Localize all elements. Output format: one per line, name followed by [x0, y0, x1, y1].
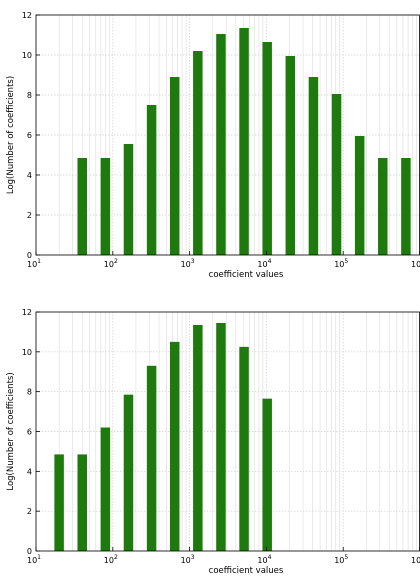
y-tick-label: 2 — [27, 211, 32, 220]
bar — [354, 136, 365, 255]
bar — [100, 158, 111, 255]
y-tick-label: 6 — [27, 428, 32, 437]
bar — [169, 77, 180, 255]
bar — [77, 454, 87, 551]
y-tick-label: 8 — [27, 91, 32, 100]
bar — [331, 94, 342, 255]
x-tick-label: 103 — [181, 258, 195, 269]
x-tick-label: 106 — [411, 554, 420, 565]
y-tick-label: 12 — [22, 308, 32, 317]
bar — [123, 144, 134, 255]
bar — [216, 34, 226, 255]
bar — [146, 105, 157, 255]
bar — [239, 28, 249, 255]
x-tick-label: 103 — [181, 554, 195, 565]
bar — [100, 427, 111, 551]
y-tick-label: 0 — [27, 547, 32, 556]
x-tick-label: 105 — [334, 554, 348, 565]
y-tick-label: 8 — [27, 388, 32, 397]
chart-panel-bottom: 0 2 4 6 8 10 12 101 102 103 104 105 106 coefficient v… — [6, 308, 420, 576]
x-tick-label: 105 — [334, 258, 348, 269]
bar — [308, 77, 319, 255]
bar — [401, 158, 411, 255]
bar — [146, 365, 157, 551]
x-tick-label: 104 — [257, 554, 271, 565]
x-tick-label: 104 — [257, 258, 271, 269]
y-tick-label: 12 — [22, 11, 32, 20]
y-tick-label: 6 — [27, 131, 32, 140]
bar — [54, 454, 64, 551]
bar — [193, 324, 203, 551]
bar — [216, 322, 226, 551]
x-tick-label: 106 — [411, 258, 420, 269]
bar — [77, 158, 87, 255]
bar — [239, 346, 249, 551]
chart-panel-top: 0 2 4 6 8 10 12 101 102 103 104 105 106 coefficient v… — [6, 11, 420, 280]
x-tick-label: 101 — [27, 554, 41, 565]
x-axis-label: coefficient values — [209, 566, 284, 576]
x-axis-label: coefficient values — [209, 270, 284, 280]
y-tick-label: 2 — [27, 507, 32, 516]
bar — [262, 398, 272, 551]
y-axis-label: Log(Number of coefficients) — [6, 76, 16, 194]
y-tick-label: 4 — [27, 171, 32, 180]
y-tick-label: 10 — [22, 348, 32, 357]
bar — [169, 341, 180, 551]
bar — [123, 394, 134, 551]
y-tick-label: 0 — [27, 251, 32, 260]
bar — [193, 51, 203, 255]
x-tick-label: 102 — [104, 554, 118, 565]
y-axis-label: Log(Number of coefficients) — [6, 372, 16, 490]
y-tick-label: 10 — [22, 51, 32, 60]
x-tick-label: 101 — [27, 258, 41, 269]
bar — [378, 158, 388, 255]
x-tick-label: 102 — [104, 258, 118, 269]
y-tick-label: 4 — [27, 467, 32, 476]
bar — [285, 56, 296, 255]
bar — [262, 42, 272, 255]
